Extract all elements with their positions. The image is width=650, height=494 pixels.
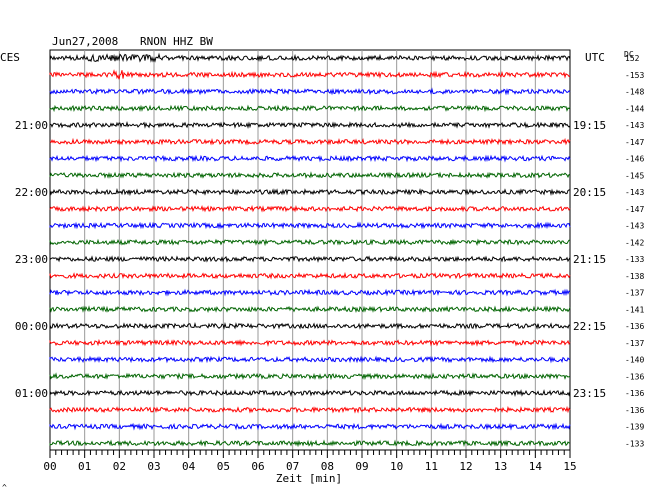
dc-value-label: -147: [625, 205, 644, 214]
right-hour-labels: 19:15 20:15 21:15 22:15 23:15: [573, 119, 606, 400]
right-hour-label: 22:15: [573, 320, 606, 333]
trace-line: [49, 439, 571, 448]
plot-grid: [49, 49, 571, 451]
dc-value-label: -143: [625, 222, 644, 231]
left-hour-labels: 21:00 22:00 23:00 00:00 01:00: [15, 119, 48, 400]
right-hour-label: 23:15: [573, 387, 606, 400]
left-timezone-label: CES: [0, 51, 20, 64]
trace-line: [49, 271, 571, 280]
dc-value-label: -133: [625, 439, 644, 448]
x-tick-label: 07: [286, 460, 299, 473]
time-axis: 00 01 02 03 04 05 06 07 08 09 10 11 12 13 14 15: [43, 449, 577, 473]
dc-value-label: -143: [625, 121, 644, 130]
trace-line: [49, 87, 571, 96]
x-tick-label: 08: [321, 460, 334, 473]
x-tick-label: 01: [78, 460, 91, 473]
left-hour-label: 21:00: [15, 119, 48, 132]
dc-value-label: -145: [625, 171, 644, 180]
dc-value-label: -140: [625, 356, 644, 365]
trace-line: [49, 389, 571, 397]
dc-value-label: -137: [625, 289, 644, 298]
dc-value-label: -153: [625, 71, 644, 80]
left-hour-label: 01:00: [15, 387, 48, 400]
trace-line: [49, 288, 571, 297]
right-timezone-label: UTC: [585, 51, 605, 64]
x-tick-label: 03: [147, 460, 160, 473]
dc-value-label: -148: [625, 88, 644, 97]
trace-line: [49, 422, 571, 431]
trace-line: [49, 104, 571, 113]
dc-value-label: -133: [625, 255, 644, 264]
dc-value-label: -138: [625, 272, 644, 281]
right-hour-label: 21:15: [573, 253, 606, 266]
trace-line: [49, 221, 571, 230]
x-tick-label: 09: [355, 460, 368, 473]
left-hour-label: 22:00: [15, 186, 48, 199]
x-tick-label: 02: [113, 460, 126, 473]
dc-value-label: -142: [625, 238, 644, 247]
trace-line: [49, 52, 571, 63]
date-title: Jun27,2008: [52, 35, 118, 48]
trace-line: [49, 355, 571, 364]
dc-value-label: -136: [625, 372, 644, 381]
x-tick-label: 00: [43, 460, 56, 473]
dc-value-label: 152: [625, 54, 640, 63]
trace-line: [49, 137, 571, 146]
dc-value-label: -141: [625, 305, 644, 314]
x-tick-label: 05: [217, 460, 230, 473]
dc-offset-labels: 152 -153 -148 -144 -143 -147 -146 -145 -143 -147 -…: [625, 54, 644, 448]
right-hour-label: 19:15: [573, 119, 606, 132]
x-tick-label: 06: [251, 460, 264, 473]
dc-value-label: -146: [625, 155, 644, 164]
trace-line: [49, 187, 571, 197]
dc-value-label: -144: [625, 104, 644, 113]
trace-line: [49, 305, 571, 314]
x-tick-label: 12: [459, 460, 472, 473]
x-axis-label: Zeit [min]: [276, 472, 342, 485]
dc-value-label: -137: [625, 339, 644, 348]
right-hour-label: 20:15: [573, 186, 606, 199]
dc-value-label: -136: [625, 322, 644, 331]
dc-value-label: -147: [625, 138, 644, 147]
trace-line: [49, 338, 571, 347]
dc-value-label: -143: [625, 188, 644, 197]
trace-line: [49, 372, 571, 381]
station-title: RNON HHZ BW: [140, 35, 213, 48]
dc-value-label: -136: [625, 406, 644, 415]
trace-line: [49, 405, 571, 414]
x-tick-label: 14: [529, 460, 543, 473]
x-tick-label: 15: [563, 460, 576, 473]
x-tick-label: 11: [425, 460, 438, 473]
trace-line: [49, 121, 571, 129]
left-hour-label: 23:00: [15, 253, 48, 266]
dc-value-label: -139: [625, 423, 644, 432]
trace-line: [49, 69, 571, 80]
left-hour-label: 00:00: [15, 320, 48, 333]
seismic-traces: [49, 52, 571, 448]
dc-value-label: -136: [625, 389, 644, 398]
trace-line: [49, 171, 571, 180]
trace-line: [49, 255, 571, 263]
trace-line: [49, 238, 570, 247]
corner-mark: ^: [2, 483, 7, 492]
x-tick-label: 04: [182, 460, 196, 473]
trace-line: [49, 204, 571, 213]
trace-line: [49, 322, 570, 330]
x-tick-label: 10: [390, 460, 403, 473]
x-tick-label: 13: [494, 460, 507, 473]
dc-label: DC: [624, 50, 634, 59]
trace-line: [49, 154, 571, 163]
